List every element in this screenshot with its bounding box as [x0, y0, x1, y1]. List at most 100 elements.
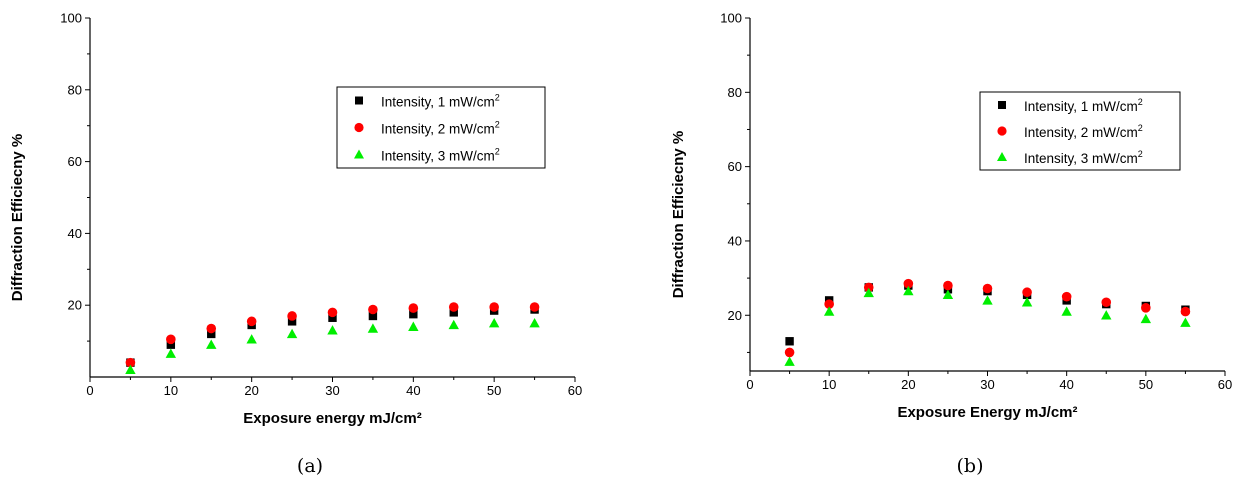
data-point [489, 302, 499, 312]
x-axis-title: Exposure Energy mJ/cm² [897, 404, 1077, 421]
data-point [1061, 291, 1072, 302]
data-point [1140, 313, 1152, 324]
legend-marker [998, 101, 1006, 109]
data-point [1022, 287, 1032, 298]
data-point [982, 295, 993, 305]
data-point [165, 348, 177, 358]
x-tick-label: 40 [1059, 377, 1073, 392]
data-point [246, 316, 257, 327]
data-point [448, 319, 459, 330]
data-point [1180, 317, 1191, 327]
legend-marker [997, 126, 1007, 136]
series-3 [125, 317, 540, 375]
x-tick-label: 10 [822, 377, 836, 392]
x-tick-label: 20 [244, 383, 258, 398]
data-point [1021, 297, 1033, 307]
data-point [943, 280, 953, 291]
legend: Intensity, 1 mW/cm2 Intensity, 2 mW/cm2 In… [979, 91, 1181, 171]
y-tick-label: 20 [728, 308, 742, 323]
data-point [529, 302, 540, 312]
y-tick-label: 100 [60, 11, 82, 26]
data-point [784, 347, 795, 358]
data-point [408, 321, 419, 331]
legend-superscript: 2 [495, 120, 500, 130]
legend-box [336, 86, 546, 169]
y-axis-title: Diffraction Efficiecny % [9, 134, 26, 302]
legend-superscript: 2 [1138, 149, 1143, 159]
data-point [449, 308, 458, 317]
y-tick-label: 40 [728, 233, 742, 248]
data-point [1141, 303, 1151, 313]
legend-box [979, 91, 1181, 171]
legend-entry-label: Intensity, 3 mW/cm2 [381, 147, 500, 164]
series-2 [784, 278, 1191, 358]
data-point [166, 334, 176, 345]
x-axis-title: Exposure energy mJ/cm² [243, 410, 421, 427]
panel-caption: (a) [297, 455, 323, 477]
data-point [287, 317, 297, 326]
data-point [488, 317, 500, 328]
legend-entry-label: Intensity, 2 mW/cm2 [381, 120, 500, 137]
x-tick-label: 30 [325, 383, 339, 398]
y-tick-label: 20 [68, 298, 82, 313]
data-point [206, 323, 217, 334]
panel-caption: (b) [957, 455, 984, 477]
x-tick-label: 0 [746, 377, 753, 392]
data-point [1101, 310, 1112, 320]
data-point [448, 302, 459, 312]
data-point [863, 287, 874, 298]
legend-superscript: 2 [495, 147, 500, 157]
legend-marker [354, 149, 364, 159]
legend-entry-label: Intensity, 3 mW/cm2 [1024, 149, 1143, 166]
x-tick-label: 0 [86, 383, 93, 398]
legend: Intensity, 1 mW/cm2 Intensity, 2 mW/cm2 In… [336, 86, 546, 169]
x-tick-label: 50 [1139, 377, 1153, 392]
data-point [1061, 306, 1072, 316]
data-point [166, 340, 176, 349]
data-point [982, 283, 993, 294]
data-point [125, 364, 136, 375]
data-point [368, 311, 378, 321]
data-point [823, 306, 835, 316]
legend-marker [997, 152, 1007, 161]
legend-marker [355, 96, 363, 105]
chart-panel-b: 0 10 20 30 40 50 60 20 40 60 80 100 Exposure Energy … [670, 11, 1232, 478]
data-point [328, 313, 337, 322]
data-point [942, 289, 954, 300]
data-point [207, 329, 216, 339]
data-point [903, 278, 914, 289]
data-point [125, 357, 136, 368]
data-point [367, 323, 379, 333]
data-point [863, 282, 874, 293]
legend-entry-label: Intensity, 1 mW/cm2 [1024, 97, 1143, 114]
y-tick-label: 80 [68, 82, 82, 97]
x-tick-label: 60 [568, 383, 582, 398]
y-axis-title: Diffraction Efficiecny % [670, 131, 687, 299]
data-point [327, 307, 338, 318]
data-point [903, 285, 914, 296]
x-tick-label: 50 [487, 383, 501, 398]
y-tick-label: 60 [68, 154, 82, 169]
y-tick-label: 60 [728, 159, 742, 174]
data-point [824, 299, 834, 309]
legend-entry-label: Intensity, 2 mW/cm2 [1024, 123, 1143, 140]
series-2 [125, 302, 540, 368]
data-point [1101, 297, 1112, 308]
legend-superscript: 2 [1138, 97, 1143, 107]
x-tick-label: 60 [1218, 377, 1232, 392]
x-tick-label: 40 [406, 383, 420, 398]
data-point [529, 317, 540, 328]
data-point [1180, 306, 1191, 317]
y-tick-label: 80 [728, 85, 742, 100]
data-point [246, 334, 257, 344]
y-tick-label: 100 [720, 11, 742, 26]
x-tick-label: 30 [980, 377, 994, 392]
legend-superscript: 2 [495, 93, 500, 103]
data-point [206, 339, 217, 349]
x-tick-label: 20 [901, 377, 915, 392]
legend-superscript: 2 [1138, 123, 1143, 133]
data-point [368, 304, 378, 315]
data-point [287, 311, 297, 321]
data-point [286, 328, 298, 339]
